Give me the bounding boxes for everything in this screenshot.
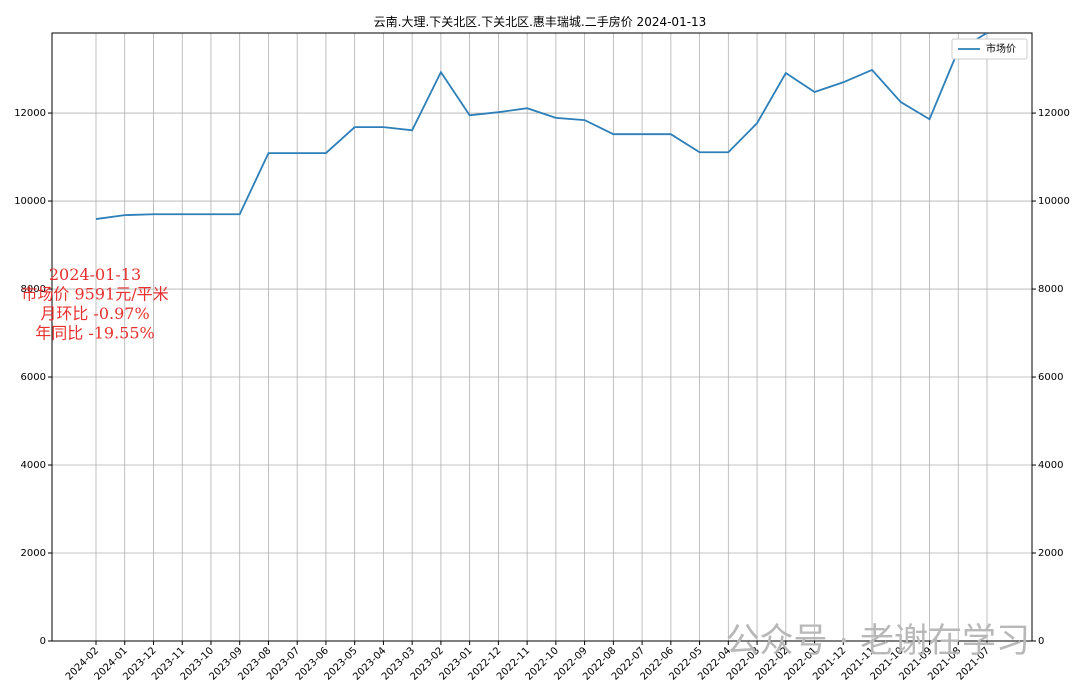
line-series [95,33,988,220]
y-tick-label: 6000 [21,372,46,383]
y-tick-label: 12000 [14,108,46,119]
y-tick-label: 0 [40,636,46,647]
y2-tick-label: 8000 [1038,284,1063,295]
y-tick-label: 2000 [21,548,46,559]
legend-box [951,38,1028,60]
y-tick-label: 8000 [21,284,46,295]
annotation: 2024-01-13 [49,265,141,284]
y2-tick-label: 6000 [1038,372,1063,383]
annotation: 年同比 -19.55% [35,324,155,343]
y2-tick-label: 2000 [1038,548,1063,559]
legend-label: 市场价 [986,42,1016,55]
chart-title: 云南.大理.下关北区.下关北区.惠丰瑞城.二手房价 2024-01-13 [374,14,707,29]
plot-frame [51,32,1033,642]
y-tick-label: 10000 [14,196,46,207]
y2-tick-label: 0 [1038,636,1044,647]
y2-tick-label: 4000 [1038,460,1063,471]
y-tick-label: 4000 [21,460,46,471]
annotation: 市场价 9591元/平米 [21,285,168,304]
y2-tick-label: 10000 [1038,196,1070,207]
annotation: 月环比 -0.97% [40,304,149,323]
watermark: 公众号 · 老谢在学习 [726,621,1030,661]
y2-tick-label: 12000 [1038,108,1070,119]
